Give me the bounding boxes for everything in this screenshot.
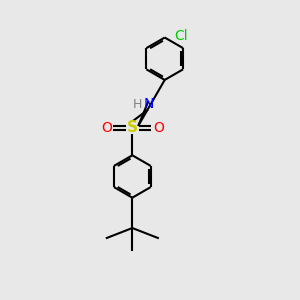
Text: O: O [101,121,112,135]
Text: N: N [143,98,154,111]
Text: Cl: Cl [174,29,188,43]
Text: H: H [133,98,142,111]
Text: O: O [153,121,164,135]
Text: S: S [127,120,138,135]
